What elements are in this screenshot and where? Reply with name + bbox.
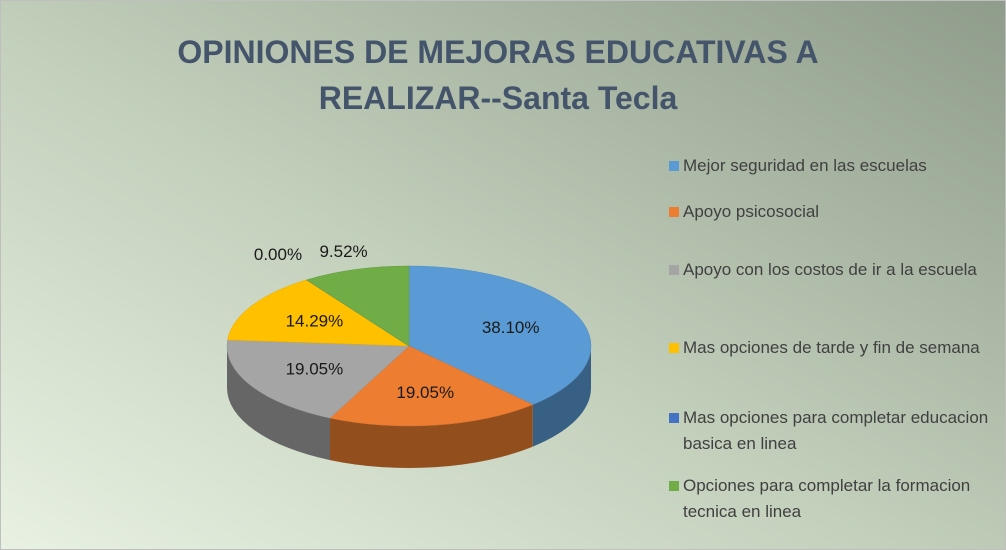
slice-side <box>330 404 533 468</box>
slice-side <box>532 346 591 447</box>
legend-item: Mas opciones para completar educacion ba… <box>669 405 1005 457</box>
data-label: 19.05% <box>396 383 454 402</box>
slice <box>226 339 410 419</box>
data-label: 38.10% <box>482 318 540 337</box>
legend-item: Apoyo psicosocial <box>669 199 1005 225</box>
legend-swatch <box>669 481 679 491</box>
legend-label: Mejor seguridad en las escuelas <box>683 156 927 175</box>
slice <box>227 279 410 347</box>
legend-swatch <box>669 265 679 275</box>
data-label: 9.52% <box>319 242 367 261</box>
legend-swatch <box>669 161 679 171</box>
slice <box>408 265 592 405</box>
legend-swatch <box>669 207 679 217</box>
data-label: 0.00% <box>254 245 302 264</box>
legend-item: Apoyo con los costos de ir a la escuela <box>669 257 1005 283</box>
legend-label: Mas opciones de tarde y fin de semana <box>683 338 980 357</box>
legend-label: Apoyo psicosocial <box>683 202 820 221</box>
legend-label: Opciones para completar la formacion tec… <box>683 476 971 521</box>
legend-item: Mas opciones de tarde y fin de semana <box>669 335 1005 361</box>
legend-label: Apoyo con los costos de ir a la escuela <box>683 260 977 279</box>
legend-swatch <box>669 343 679 353</box>
slice <box>305 265 410 347</box>
legend-item: Mejor seguridad en las escuelas <box>669 153 1005 179</box>
data-label: 19.05% <box>286 359 344 378</box>
chart-title: OPINIONES DE MEJORAS EDUCATIVAS A REALIZ… <box>177 34 819 116</box>
slice-side <box>227 346 331 461</box>
data-label: 14.29% <box>286 311 344 330</box>
legend-item: Opciones para completar la formacion tec… <box>669 473 1005 525</box>
legend-label: Mas opciones para completar educacion ba… <box>683 408 989 453</box>
legend-swatch <box>669 413 679 423</box>
slice <box>329 345 534 427</box>
